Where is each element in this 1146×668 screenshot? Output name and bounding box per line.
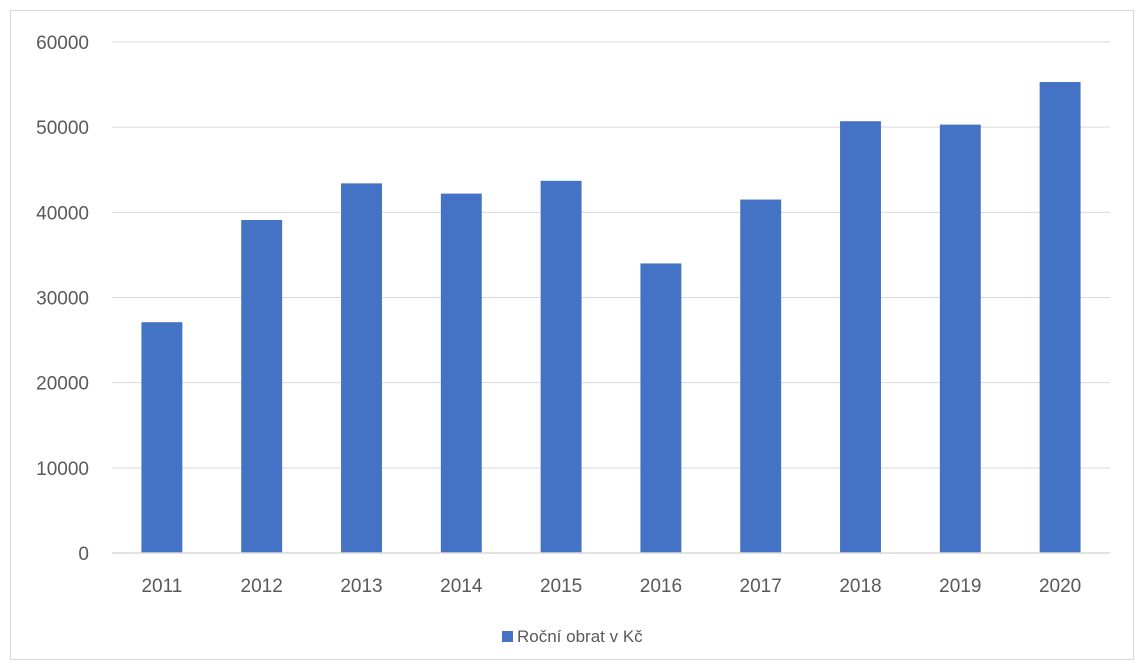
bar-2020 bbox=[1039, 82, 1081, 554]
y-tick-label: 0 bbox=[78, 544, 89, 565]
bar-2012 bbox=[241, 219, 283, 553]
y-tick-label: 40000 bbox=[36, 203, 89, 224]
bar-series bbox=[141, 82, 1081, 554]
bar-2017 bbox=[740, 199, 782, 553]
bar-2016 bbox=[640, 263, 682, 553]
y-tick-label: 50000 bbox=[36, 118, 89, 139]
bar-2018 bbox=[840, 121, 881, 553]
y-tick-label: 30000 bbox=[36, 289, 89, 310]
x-tick-label: 2017 bbox=[740, 576, 782, 597]
bar-2011 bbox=[141, 322, 183, 553]
bar-2019 bbox=[939, 124, 981, 553]
x-tick-label: 2016 bbox=[640, 576, 682, 597]
x-tick-label: 2015 bbox=[540, 576, 582, 597]
x-tick-label: 2019 bbox=[939, 576, 981, 597]
legend: Roční obrat v Kč bbox=[502, 627, 643, 646]
bar-2014 bbox=[440, 193, 482, 553]
legend-label: Roční obrat v Kč bbox=[517, 627, 643, 646]
bar-2015 bbox=[540, 180, 582, 554]
y-axis-tick-labels: 0 10000 20000 30000 40000 50000 60000 bbox=[36, 33, 89, 565]
bar-2013 bbox=[341, 183, 382, 554]
y-tick-label: 60000 bbox=[36, 33, 89, 54]
x-axis-tick-labels: 2011 2012 2013 2014 2015 2016 2017 2018 2019 2020 bbox=[141, 576, 1081, 597]
x-tick-label: 2012 bbox=[241, 576, 283, 597]
x-tick-label: 2014 bbox=[440, 576, 483, 597]
y-tick-label: 20000 bbox=[36, 374, 89, 395]
legend-swatch bbox=[502, 631, 513, 642]
x-tick-label: 2018 bbox=[839, 576, 881, 597]
x-tick-label: 2011 bbox=[141, 576, 182, 597]
x-tick-label: 2020 bbox=[1039, 576, 1081, 597]
y-tick-label: 10000 bbox=[36, 459, 89, 480]
x-tick-label: 2013 bbox=[340, 576, 382, 597]
